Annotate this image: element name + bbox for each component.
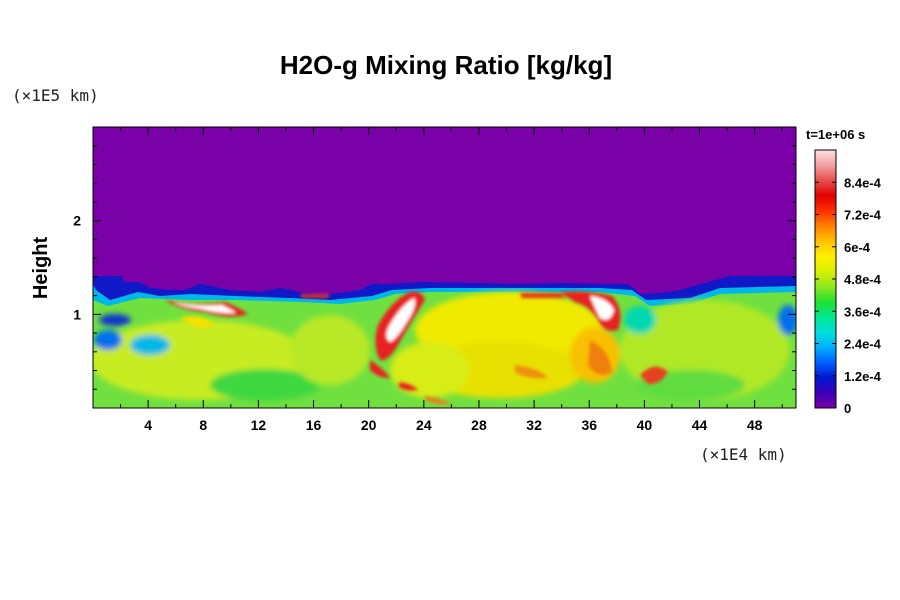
colorbar-tick-label: 3.6e-4 bbox=[844, 304, 882, 319]
x-tick-label: 20 bbox=[361, 417, 377, 433]
heatmap-field bbox=[93, 127, 796, 408]
colorbar: 0 1.2e-4 2.4e-4 3.6e-4 4.8e-4 6e-4 7.2e-4 8.4e-… bbox=[814, 149, 882, 416]
x-tick-label: 48 bbox=[747, 417, 763, 433]
plot-frame bbox=[92, 126, 797, 409]
chart-title: H2O-g Mixing Ratio [kg/kg] bbox=[280, 50, 612, 80]
colorbar-tick-label: 0 bbox=[844, 401, 851, 416]
x-tick-label: 24 bbox=[416, 417, 432, 433]
colorbar-tick-label: 1.2e-4 bbox=[844, 369, 882, 384]
y-tick-label: 1 bbox=[73, 306, 81, 322]
colorbar-tick-label: 7.2e-4 bbox=[844, 208, 882, 223]
y-axis-label: Height bbox=[30, 237, 52, 300]
x-tick-label: 16 bbox=[306, 417, 322, 433]
colorbar-tick-label: 8.4e-4 bbox=[844, 175, 882, 190]
x-tick-label: 8 bbox=[199, 417, 207, 433]
x-tick-label: 36 bbox=[581, 417, 597, 433]
colorbar-tick-label: 4.8e-4 bbox=[844, 272, 882, 287]
x-tick-label: 12 bbox=[251, 417, 267, 433]
time-label: t=1e+06 s bbox=[806, 127, 865, 142]
x-tick-label: 40 bbox=[637, 417, 653, 433]
x-tick-label: 32 bbox=[526, 417, 542, 433]
y-unit-label: (×1E5 km) bbox=[12, 86, 99, 105]
x-tick-label: 44 bbox=[692, 417, 708, 433]
x-unit-label: (×1E4 km) bbox=[700, 445, 787, 464]
y-axis-ticks: 12 bbox=[73, 145, 796, 390]
x-tick-label: 4 bbox=[144, 417, 152, 433]
x-tick-label: 28 bbox=[471, 417, 487, 433]
colorbar-tick-label: 2.4e-4 bbox=[844, 337, 882, 352]
y-tick-label: 2 bbox=[73, 213, 81, 229]
x-axis-ticks: 4 8 12 16 20 24 28 32 36 40 44 48 bbox=[120, 127, 783, 433]
colorbar-tick-label: 6e-4 bbox=[844, 240, 871, 255]
